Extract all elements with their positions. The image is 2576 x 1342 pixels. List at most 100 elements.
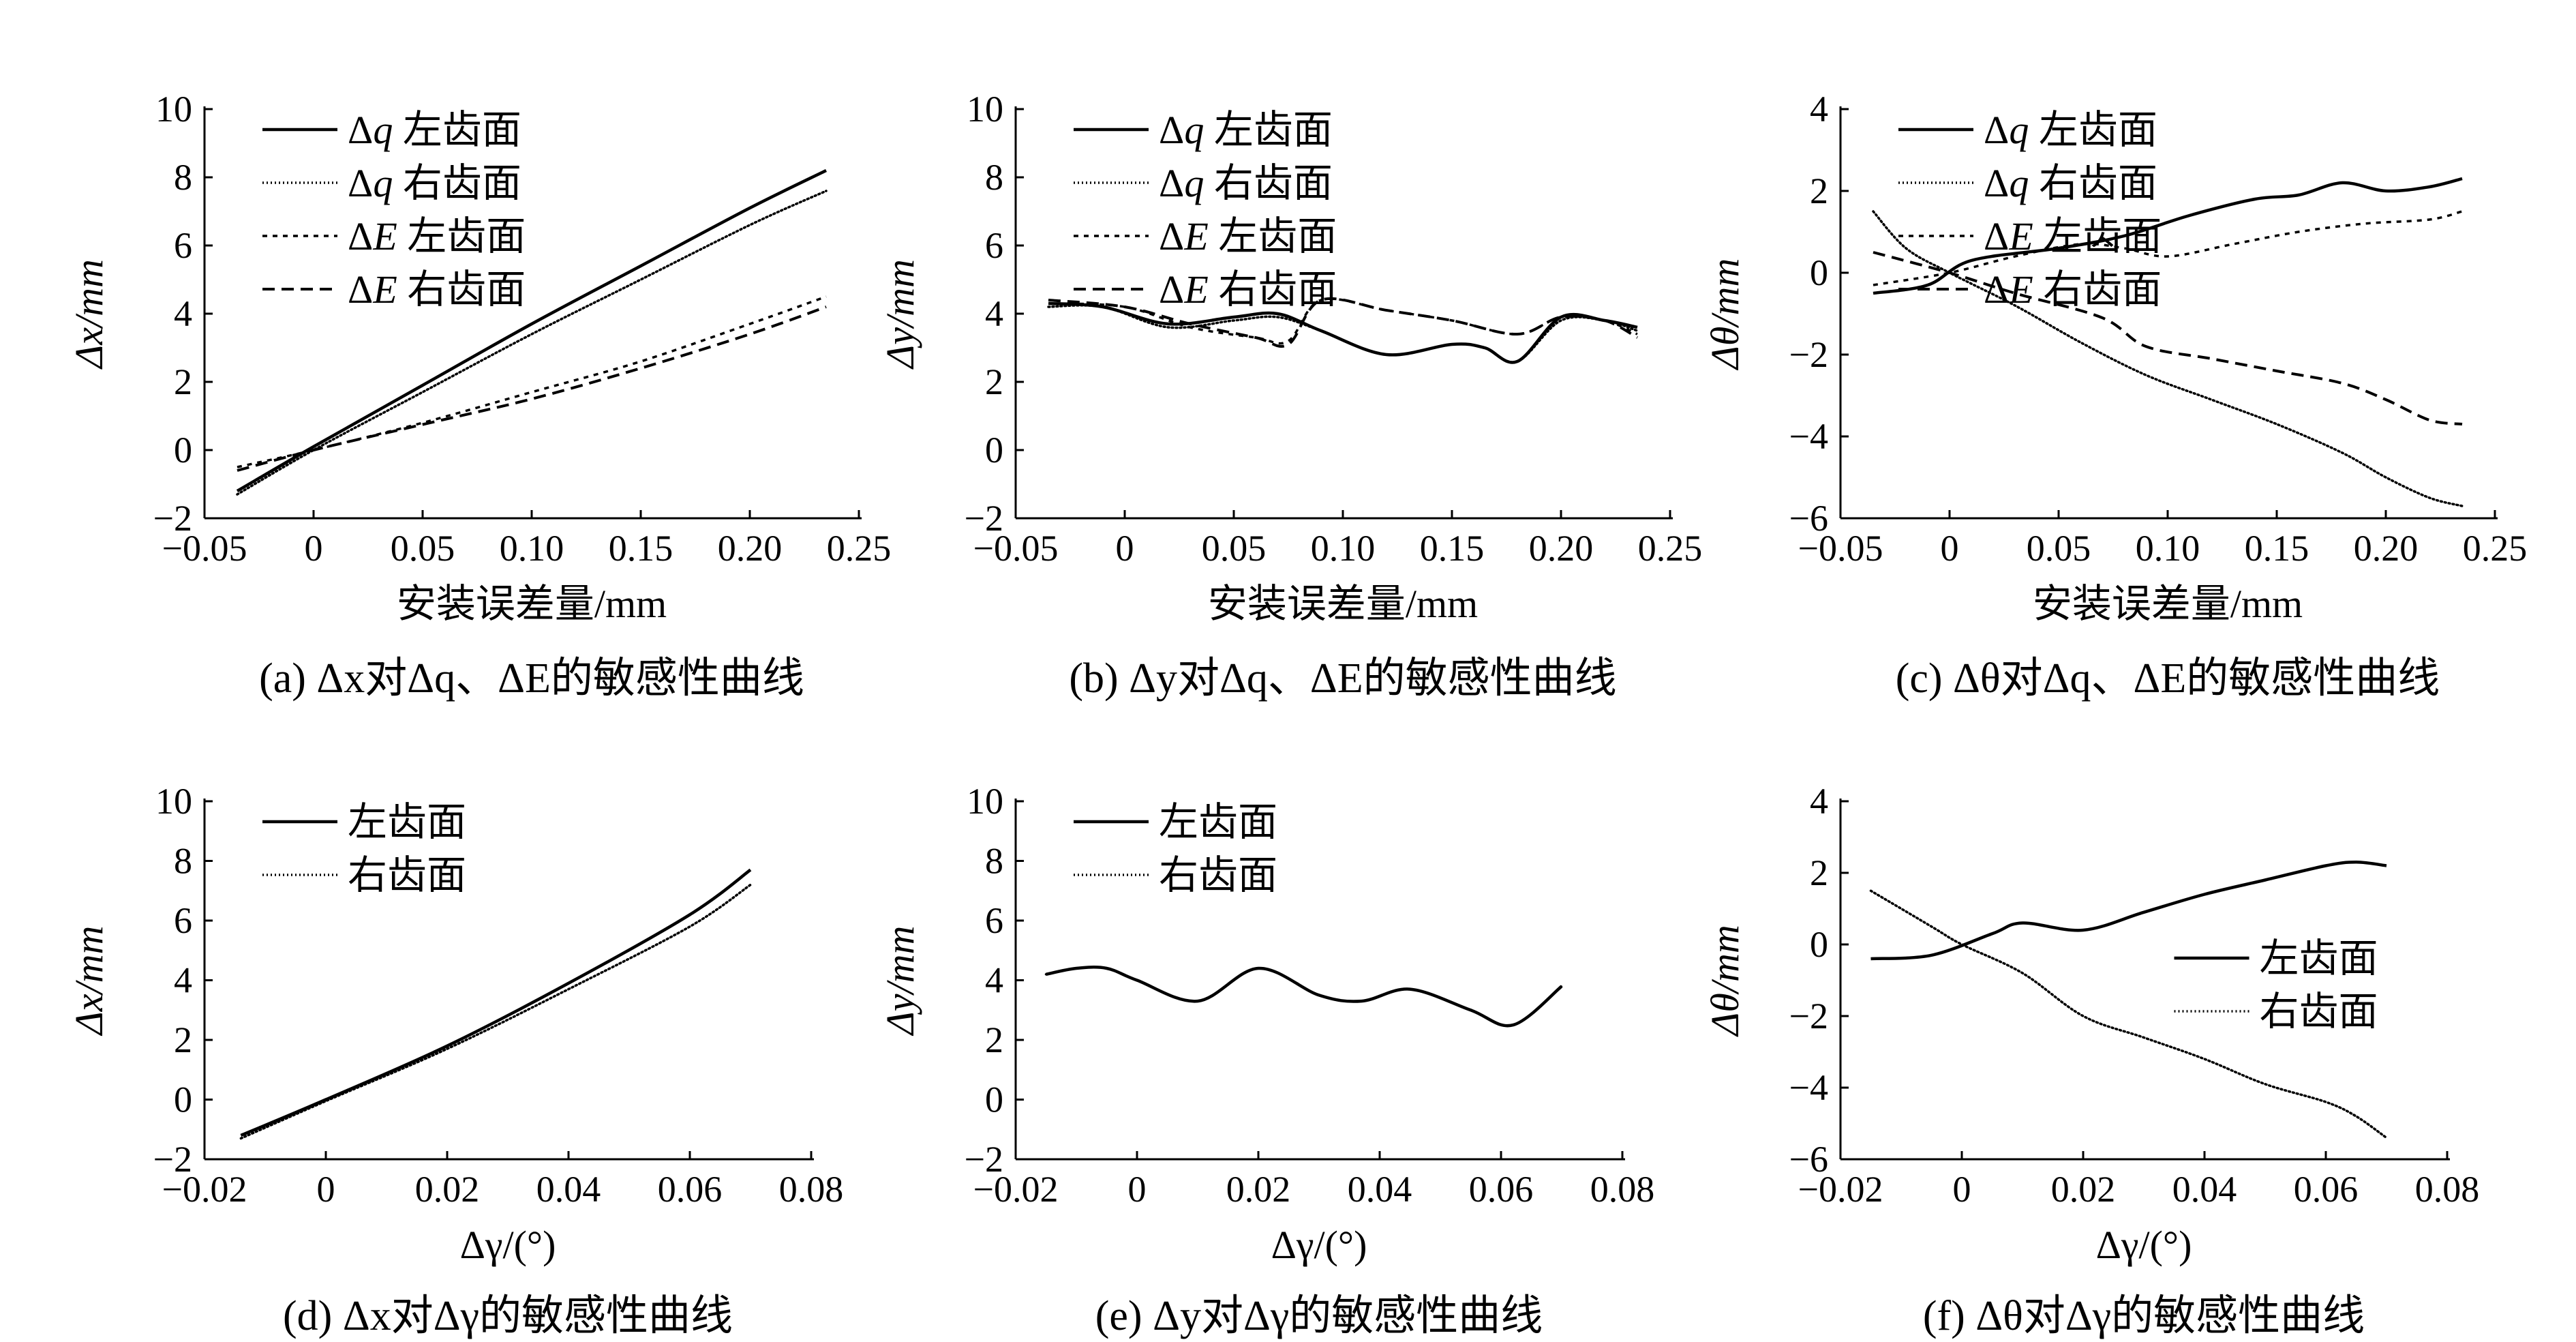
legend-entry: ΔE 右齿面 [1159,267,1337,312]
y-tick-label: 2 [174,1019,192,1060]
series-line-2 [1047,304,1639,363]
y-tick-label: 10 [967,781,1003,822]
x-tick-label: 0.20 [2354,528,2419,569]
legend-entry: 右齿面 [348,853,466,897]
y-tick-label: 10 [155,89,192,130]
y-tick-label: 4 [174,960,192,1001]
y-tick-label: 2 [985,1019,1003,1060]
x-tick-label: 0.08 [1590,1169,1655,1210]
y-axis-label: Δθ/mm [1703,258,1747,370]
x-tick-label: 0.15 [1420,528,1485,569]
x-tick-label: 0 [1953,1169,1971,1210]
y-axis-label: Δx/mm [67,926,111,1037]
y-tick-label: −4 [1789,1067,1828,1108]
y-tick-label: 10 [967,89,1003,130]
series-line-1 [1870,861,2387,961]
y-tick-label: 8 [174,157,192,198]
legend-entry: Δq 右齿面 [1159,161,1333,205]
x-axis-label: Δγ/(°) [1271,1223,1367,1267]
x-tick-label: 0.20 [718,528,783,569]
y-tick-label: −2 [965,1139,1003,1180]
legend-entry: 左齿面 [1159,800,1277,844]
x-tick-label: 0.05 [1202,528,1267,569]
legend-entry: Δq 左齿面 [348,108,521,152]
series-line-2 [239,883,752,1140]
series-line-2 [1044,966,1563,1027]
y-axis-label: Δy/mm [878,926,922,1037]
x-tick-label: −0.02 [162,1169,247,1210]
y-tick-label: 0 [985,430,1003,471]
legend-entry: ΔE 左齿面 [348,214,526,258]
y-tick-label: −2 [1789,334,1828,375]
y-tick-label: −2 [153,498,192,539]
x-axis-label: Δγ/(°) [460,1223,556,1267]
chart-panel-c: −0.05 0 0.05 0.10 0.15 0.20 0.25 −6 −4 −2 0 2 4 安装误差量… [1703,89,2527,702]
y-tick-label: −6 [1789,498,1828,539]
x-tick-label: 0.25 [827,528,892,569]
x-tick-label: 0.06 [658,1169,723,1210]
x-tick-label: 0 [1128,1169,1147,1210]
series-line-1 [236,168,827,492]
chart-panel-e: −0.02 0 0.02 0.04 0.06 0.08 −2 0 2 4 6 8 10 Δγ/(°) Δy/… [878,781,1654,1339]
series-line-2 [1869,889,2388,1139]
series-line-4 [237,305,827,472]
x-axis-label: 安装误差量/mm [397,582,667,626]
x-tick-label: −0.02 [973,1169,1059,1210]
panel-caption: (a) Δx对Δq、ΔE的敏感性曲线 [259,655,804,702]
x-tick-label: 0.10 [1311,528,1376,569]
y-tick-label: 6 [174,900,192,941]
y-tick-label: 8 [174,841,192,882]
x-tick-label: 0.05 [391,528,455,569]
y-tick-label: −2 [153,1139,192,1180]
panel-caption: (b) Δy对Δq、ΔE的敏感性曲线 [1069,655,1616,702]
chart-panel-d: −0.02 0 0.02 0.04 0.06 0.08 −2 0 2 4 6 8 10 Δγ/(°) Δx/… [67,781,843,1339]
x-tick-label: 0 [317,1169,335,1210]
y-tick-label: −4 [1789,416,1828,457]
x-axis-label: Δγ/(°) [2096,1223,2192,1267]
y-tick-label: 0 [174,1079,192,1120]
y-tick-label: 0 [1810,924,1828,965]
x-tick-label: 0.10 [2136,528,2200,569]
y-tick-label: −2 [1789,996,1828,1037]
series-line-4 [1048,297,1638,348]
y-tick-label: 4 [985,960,1003,1001]
x-tick-label: −0.05 [1798,528,1883,569]
y-tick-label: 8 [985,157,1003,198]
x-tick-label: 0.06 [2294,1169,2359,1210]
legend-entry: 左齿面 [2260,936,2378,981]
y-tick-label: 4 [1810,781,1828,822]
x-tick-label: 0 [305,528,323,569]
x-tick-label: −0.05 [973,528,1059,569]
y-axis-label: Δx/mm [67,259,111,370]
y-tick-label: 0 [1810,252,1828,293]
y-tick-label: 2 [985,361,1003,402]
x-tick-label: 0.25 [2463,528,2528,569]
legend-entry: 左齿面 [348,800,466,844]
x-tick-label: 0.02 [2051,1169,2116,1210]
y-tick-label: 2 [174,361,192,402]
y-tick-label: 6 [174,225,192,266]
legend-entry: Δq 右齿面 [1984,161,2157,205]
x-tick-label: 0.02 [415,1169,480,1210]
panel-caption: (c) Δθ对Δq、ΔE的敏感性曲线 [1896,655,2440,702]
legend-entry: ΔE 右齿面 [348,267,526,312]
x-tick-label: 0.04 [2172,1169,2237,1210]
chart-panel-b: −0.05 0 0.05 0.10 0.15 0.20 0.25 −2 0 2 4 6 8 10 安装误差量… [878,89,1702,702]
x-tick-label: 0.08 [2415,1169,2480,1210]
y-tick-label: 2 [1810,170,1828,211]
x-tick-label: 0 [1941,528,1959,569]
y-tick-label: 4 [174,293,192,334]
x-tick-label: 0.04 [536,1169,601,1210]
x-tick-label: −0.02 [1798,1169,1883,1210]
series-line-1 [240,868,752,1137]
x-tick-label: 0.05 [2027,528,2091,569]
chart-panel-f: −0.02 0 0.02 0.04 0.06 0.08 −6 −4 −2 0 2 4 Δγ/(°) Δθ/… [1703,781,2479,1339]
x-tick-label: 0.25 [1638,528,1703,569]
legend-entry: Δq 左齿面 [1984,108,2157,152]
x-tick-label: −0.05 [162,528,247,569]
series-line-1 [1873,177,2463,295]
y-tick-label: 4 [985,293,1003,334]
legend-entry: 右齿面 [2260,989,2378,1034]
x-tick-label: 0.08 [779,1169,844,1210]
x-tick-label: 0.04 [1348,1169,1412,1210]
